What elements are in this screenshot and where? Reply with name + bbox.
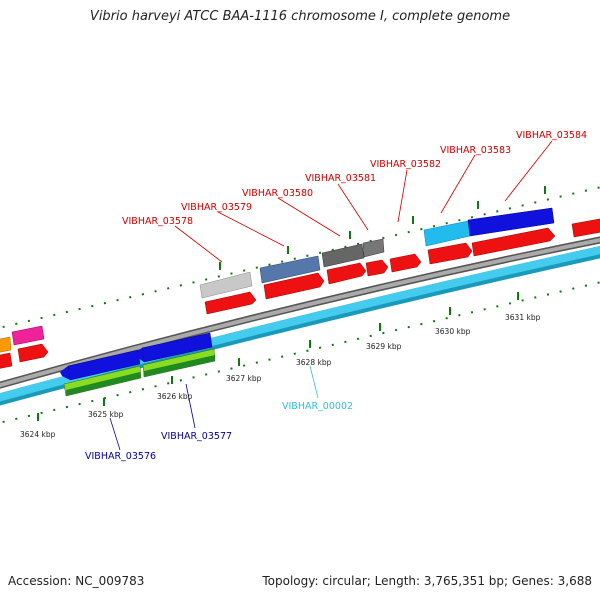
upper-features xyxy=(0,207,555,353)
blue-grey-feature xyxy=(259,255,321,284)
tick-label: 3627 kbp xyxy=(226,374,262,383)
gene-label[interactable]: VIBHAR_03576 xyxy=(85,451,156,462)
map-title: Vibrio harveyi ATCC BAA-1116 chromosome … xyxy=(89,9,511,24)
gene-label[interactable]: VIBHAR_03581 xyxy=(305,173,376,184)
gene-label[interactable]: VIBHAR_03579 xyxy=(181,202,252,213)
accession-text: Accession: NC_009783 xyxy=(8,574,145,588)
topology-summary: Topology: circular; Length: 3,765,351 bp… xyxy=(262,574,592,588)
bottom-leader-lines xyxy=(109,383,196,451)
tick-label: 3630 kbp xyxy=(435,327,471,336)
tick-label: 3631 kbp xyxy=(505,313,541,322)
top-leader-lines xyxy=(174,140,553,263)
gene-label[interactable]: VIBHAR_03582 xyxy=(370,159,441,170)
tick-label: 3624 kbp xyxy=(20,430,56,439)
dark-grey-feature-2 xyxy=(362,238,385,258)
inner-major-ticks xyxy=(37,292,519,421)
gene-label[interactable]: VIBHAR_03584 xyxy=(516,130,587,141)
cyan-feature xyxy=(423,220,471,247)
tick-label: 3628 kbp xyxy=(296,358,332,367)
rrna-leader-line xyxy=(309,365,319,399)
outer-major-ticks xyxy=(219,186,546,270)
blue-gene-03576 xyxy=(67,349,141,381)
lower-features xyxy=(60,332,216,397)
grey-feature xyxy=(199,271,253,299)
gene-labels-bottom: VIBHAR_03576 VIBHAR_03577 xyxy=(85,431,232,462)
dark-grey-feature-1 xyxy=(321,243,365,268)
tick-label: 3629 kbp xyxy=(366,342,402,351)
cds-arrows xyxy=(0,218,600,369)
tick-label: 3626 kbp xyxy=(157,392,193,401)
gene-label[interactable]: VIBHAR_03583 xyxy=(440,145,511,156)
blue-feature xyxy=(467,207,555,237)
tick-labels: 3624 kbp 3625 kbp 3626 kbp 3627 kbp 3628… xyxy=(20,313,541,439)
gene-labels-top: VIBHAR_03578 VIBHAR_03579 VIBHAR_03580 V… xyxy=(122,130,587,227)
orange-feature xyxy=(0,336,12,353)
gene-label[interactable]: VIBHAR_03577 xyxy=(161,431,232,442)
rrna-gene-label[interactable]: VIBHAR_00002 xyxy=(282,401,353,412)
tick-label: 3625 kbp xyxy=(88,410,124,419)
pink-feature xyxy=(11,325,45,346)
gene-label[interactable]: VIBHAR_03578 xyxy=(122,216,193,227)
gene-label[interactable]: VIBHAR_03580 xyxy=(242,188,313,199)
